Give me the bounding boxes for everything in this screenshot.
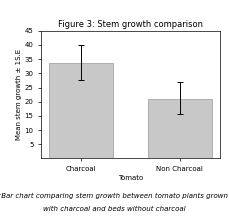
Bar <box>49 63 113 158</box>
Title: Figure 3: Stem growth comparison: Figure 3: Stem growth comparison <box>58 20 203 29</box>
Y-axis label: Mean stem growth ± 1S.E: Mean stem growth ± 1S.E <box>16 49 22 140</box>
Text: Figure 3:Bar chart comparing stem growth between tomato plants grown on beds: Figure 3:Bar chart comparing stem growth… <box>0 193 229 199</box>
Bar <box>148 99 212 158</box>
Text: with charcoal and beds without charcoal: with charcoal and beds without charcoal <box>43 206 186 212</box>
X-axis label: Tomato: Tomato <box>118 175 143 181</box>
